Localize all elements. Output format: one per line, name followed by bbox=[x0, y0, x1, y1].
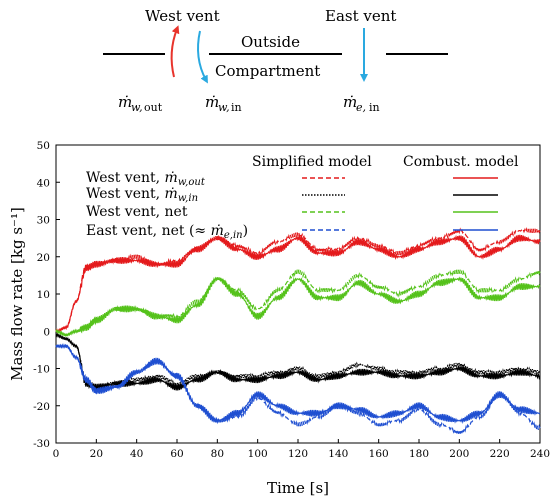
svg-text:in: in bbox=[231, 101, 242, 114]
x-tick-label: 200 bbox=[449, 448, 469, 460]
svg-text:ṁ: ṁ bbox=[205, 93, 219, 111]
x-tick-label: 40 bbox=[130, 448, 143, 460]
west-vent-label: West vent bbox=[145, 7, 220, 25]
vent-diagram: West vent East vent Outside Compartment … bbox=[103, 7, 448, 114]
y-tick-label: 0 bbox=[43, 326, 50, 338]
svg-text:w,: w, bbox=[218, 101, 230, 114]
y-tick-label: -20 bbox=[33, 401, 50, 413]
flow-label-w-in: ṁ w, in bbox=[205, 93, 242, 114]
y-tick-label: 30 bbox=[37, 215, 50, 227]
outside-label: Outside bbox=[241, 33, 300, 51]
x-tick-label: 220 bbox=[490, 448, 510, 460]
series-line-5 bbox=[55, 269, 541, 337]
x-tick-label: 80 bbox=[211, 448, 224, 460]
series-line-6 bbox=[55, 343, 541, 425]
x-tick-label: 140 bbox=[328, 448, 348, 460]
east-vent-label: East vent bbox=[325, 7, 396, 25]
x-tick-label: 100 bbox=[248, 448, 268, 460]
flow-label-e-in: ṁ e, in bbox=[343, 93, 380, 114]
x-tick-label: 120 bbox=[288, 448, 308, 460]
svg-text:West vent, ṁw,out: West vent, ṁw,out bbox=[86, 170, 206, 188]
outflow-arrow bbox=[170, 25, 180, 78]
y-tick-label: 10 bbox=[37, 289, 50, 301]
y-axis-title: Mass flow rate [kg s⁻¹] bbox=[8, 207, 26, 381]
inflow-arrow-west bbox=[197, 30, 208, 84]
svg-text:ṁ: ṁ bbox=[118, 93, 132, 111]
x-axis-title: Time [s] bbox=[267, 479, 329, 497]
y-tick-label: -30 bbox=[33, 438, 50, 450]
svg-text:w,: w, bbox=[131, 101, 143, 114]
legend-entry-e-net: East vent, net (≈ ṁe,in) bbox=[86, 223, 248, 241]
series-line-7 bbox=[55, 344, 541, 434]
series-line-0 bbox=[55, 234, 541, 334]
series-line-2 bbox=[55, 332, 541, 391]
legend-header-combust: Combust. model bbox=[403, 154, 519, 170]
x-tick-label: 180 bbox=[409, 448, 429, 460]
axis-ticks: 0 20 40 60 80 100 120 140 160 180 200 220 240-30-20-… bbox=[33, 140, 550, 460]
y-tick-label: -10 bbox=[33, 364, 50, 376]
x-tick-label: 60 bbox=[170, 448, 183, 460]
flow-label-w-out: ṁ w, out bbox=[118, 93, 163, 114]
y-tick-label: 20 bbox=[37, 252, 50, 264]
legend-header-simplified: Simplified model bbox=[252, 154, 372, 170]
x-tick-label: 20 bbox=[90, 448, 103, 460]
svg-text:East vent, net (≈ ṁe,in): East vent, net (≈ ṁe,in) bbox=[86, 223, 248, 241]
svg-text:West vent, net: West vent, net bbox=[86, 204, 188, 220]
legend-entry-w-in: West vent, ṁw,in bbox=[86, 186, 198, 204]
series-line-3 bbox=[55, 333, 541, 392]
y-tick-label: 50 bbox=[37, 140, 50, 152]
svg-text:in: in bbox=[369, 101, 380, 114]
x-tick-label: 0 bbox=[53, 448, 60, 460]
y-tick-label: 40 bbox=[37, 177, 50, 189]
x-tick-label: 160 bbox=[369, 448, 389, 460]
series-line-4 bbox=[55, 276, 541, 337]
x-tick-label: 240 bbox=[530, 448, 550, 460]
series-line-1 bbox=[55, 226, 541, 334]
svg-text:ṁ: ṁ bbox=[343, 93, 357, 111]
legend-entry-w-net: West vent, net bbox=[86, 204, 188, 220]
svg-text:e,: e, bbox=[356, 101, 366, 114]
svg-text:out: out bbox=[144, 101, 163, 114]
legend: Simplified model Combust. model West ven… bbox=[86, 154, 519, 241]
series-layer bbox=[55, 226, 541, 434]
svg-text:West vent, ṁw,in: West vent, ṁw,in bbox=[86, 186, 198, 204]
compartment-label: Compartment bbox=[215, 62, 320, 80]
mass-flow-chart: 0 20 40 60 80 100 120 140 160 180 200 220 240-30-20-… bbox=[8, 140, 550, 497]
legend-entry-w-out: West vent, ṁw,out bbox=[86, 170, 206, 188]
